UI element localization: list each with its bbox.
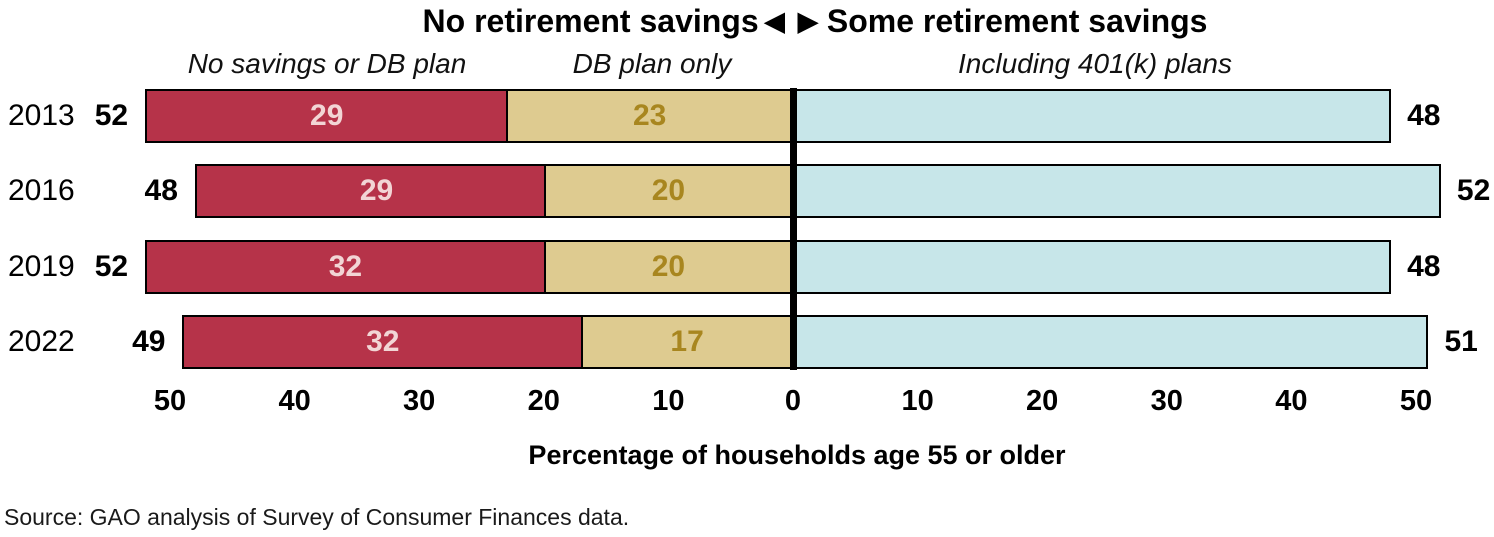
bar-401k [790, 164, 1441, 218]
bar-db-only: 20 [543, 164, 793, 218]
column-header-401k: Including 401(k) plans [958, 48, 1232, 79]
source-note: Source: GAO analysis of Survey of Consum… [4, 504, 630, 530]
right-total: 51 [1444, 325, 1478, 358]
left-total: 49 [132, 325, 166, 358]
year-label: 2013 [8, 99, 75, 132]
no-savings-value: 32 [366, 325, 400, 358]
db-only-value: 17 [670, 325, 704, 358]
chart-title: No retirement savings ◀ ▶ Some retirement … [423, 3, 1208, 40]
no-savings-value: 29 [359, 174, 394, 207]
x-axis-tick: 50 [153, 385, 187, 417]
right-total: 48 [1407, 250, 1441, 283]
x-axis-tick: 30 [1150, 385, 1183, 417]
no-savings-value: 29 [310, 99, 344, 132]
bar-no-savings: 29 [194, 164, 559, 218]
bar-401k [790, 315, 1429, 369]
left-total: 52 [94, 250, 129, 283]
right-total: 52 [1456, 174, 1491, 207]
bar-no-savings: 29 [145, 89, 509, 143]
bar-401k [790, 240, 1392, 294]
x-axis-tick: 40 [1275, 385, 1308, 417]
db-only-value: 20 [651, 250, 686, 283]
x-axis-tick: 10 [901, 385, 934, 417]
right-total: 48 [1407, 99, 1441, 132]
chart-title-right: Some retirement savings [826, 3, 1208, 39]
x-axis-tick: 0 [784, 385, 802, 417]
bar-db-only: 23 [506, 89, 793, 143]
year-label: 2022 [8, 325, 75, 358]
chart-title-left: No retirement savings [422, 3, 759, 39]
bar-no-savings: 32 [182, 315, 584, 369]
year-label: 2016 [8, 174, 75, 207]
x-axis-tick: 20 [527, 385, 560, 417]
left-right-arrows-icon: ◀ ▶ [764, 6, 821, 36]
x-axis-tick: 50 [1399, 385, 1433, 417]
x-axis-tick: 30 [403, 385, 436, 417]
x-axis-tick: 20 [1026, 385, 1059, 417]
db-only-value: 20 [651, 174, 686, 207]
bar-db-only: 17 [581, 315, 793, 369]
x-axis-tick: 40 [278, 385, 311, 417]
bar-401k [790, 89, 1392, 143]
db-only-value: 23 [633, 99, 667, 132]
year-label: 2019 [8, 250, 75, 283]
no-savings-value: 32 [328, 250, 363, 283]
left-total: 52 [94, 99, 129, 132]
left-total: 48 [144, 174, 178, 207]
column-header-db-only: DB plan only [572, 48, 732, 79]
bar-no-savings: 32 [145, 240, 546, 294]
x-axis-tick: 10 [652, 385, 685, 417]
column-header-no-savings: No savings or DB plan [187, 48, 467, 79]
zero-baseline [789, 88, 797, 370]
x-axis-label: Percentage of households age 55 or older [528, 440, 1066, 470]
bar-db-only: 20 [543, 240, 793, 294]
